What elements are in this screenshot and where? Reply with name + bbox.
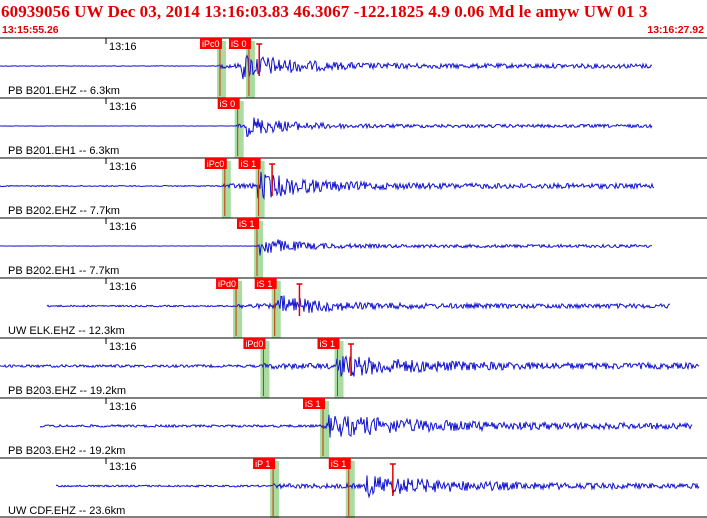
- station-label: PB B203.EH2 -- 19.2km: [8, 445, 125, 457]
- time-tick-label: 13:16: [109, 161, 137, 173]
- event-title: 60939056 UW Dec 03, 2014 13:16:03.83 46.…: [1, 2, 648, 21]
- station-label: PB B201.EH1 -- 6.3km: [8, 145, 119, 157]
- station-label: PB B201.EHZ -- 6.3km: [8, 85, 120, 97]
- pick-band: [320, 401, 329, 458]
- waveform: [0, 355, 700, 377]
- pick-label: iS 1: [319, 339, 335, 349]
- pick-band: [334, 341, 344, 398]
- pick-label: iS 1: [331, 459, 347, 469]
- trace-panel[interactable]: 13:16 iS 0 PB B201.EH1 -- 6.3km: [0, 97, 707, 158]
- station-label: UW CDF.EHZ -- 23.6km: [8, 505, 125, 517]
- waveform: [46, 295, 671, 313]
- time-tick-label: 13:16: [109, 41, 137, 53]
- pick-label: iS 0: [220, 99, 236, 109]
- trace-panel[interactable]: 13:16 iP 1 iS 1 UW CDF.EHZ -- 23.6km: [0, 457, 707, 518]
- waveform: [0, 239, 653, 256]
- pick-label-box[interactable]: [253, 458, 276, 469]
- station-label: UW ELK.EHZ -- 12.3km: [8, 325, 125, 337]
- pick-band: [255, 161, 265, 218]
- station-label: PB B202.EHZ -- 7.7km: [8, 205, 120, 217]
- pick-band: [271, 281, 281, 338]
- pick-label-box[interactable]: [217, 98, 240, 109]
- waveform: [39, 414, 693, 438]
- time-tick-label: 13:16: [109, 461, 137, 473]
- time-tick-label: 13:16: [109, 221, 137, 233]
- trace-panel[interactable]: 13:16 iPd0 iS 1 PB B203.EHZ -- 19.2km: [0, 337, 707, 398]
- waveform: [55, 475, 700, 499]
- pick-label: iS 0: [231, 39, 247, 49]
- pick-label-box[interactable]: [228, 38, 251, 49]
- pick-label-box[interactable]: [254, 278, 277, 289]
- waveform: [0, 54, 653, 80]
- pick-band: [270, 461, 280, 518]
- pick-label: iS 1: [257, 279, 273, 289]
- pick-label-box[interactable]: [238, 158, 261, 169]
- pick-label: iS 1: [239, 219, 255, 229]
- pick-label-box[interactable]: [216, 278, 239, 289]
- pick-label: iS 1: [241, 159, 257, 169]
- trace-panel[interactable]: 13:16 iS 1 PB B203.EH2 -- 19.2km: [0, 397, 707, 458]
- time-tick-label: 13:16: [109, 401, 137, 413]
- pick-band: [234, 101, 244, 158]
- pick-label-box[interactable]: [243, 338, 266, 349]
- pick-band: [221, 161, 231, 218]
- pick-band: [345, 461, 355, 518]
- trace-panel[interactable]: 13:16 iS 1 PB B202.EH1 -- 7.7km: [0, 217, 707, 278]
- window-start-time: 13:15:55.26: [2, 24, 59, 36]
- pick-label-box[interactable]: [236, 218, 259, 229]
- pick-band: [253, 221, 263, 278]
- station-label: PB B202.EH1 -- 7.7km: [8, 265, 119, 277]
- time-tick-label: 13:16: [109, 101, 137, 113]
- pick-label-box[interactable]: [328, 458, 351, 469]
- station-label: PB B203.EHZ -- 19.2km: [8, 385, 126, 397]
- trace-panel[interactable]: 13:16 iPc0 iS 1 PB B202.EHZ -- 7.7km: [0, 157, 707, 218]
- pick-label: iPc0: [207, 159, 225, 169]
- waveform: [0, 171, 655, 200]
- pick-label-box[interactable]: [303, 398, 325, 409]
- pick-label: iPd0: [218, 279, 236, 289]
- time-tick-label: 13:16: [109, 281, 137, 293]
- waveform: [0, 117, 653, 138]
- pick-label: iS 1: [305, 399, 321, 409]
- pick-band: [260, 341, 270, 398]
- trace-panel[interactable]: 13:16 iPc0 iS 0 PB B201.EHZ -- 6.3km: [0, 37, 707, 98]
- pick-label: iP 1: [255, 459, 270, 469]
- trace-panel[interactable]: 13:16 iPd0 iS 1 UW ELK.EHZ -- 12.3km: [0, 277, 707, 338]
- event-header: 60939056 UW Dec 03, 2014 13:16:03.83 46.…: [0, 0, 707, 40]
- window-end-time: 13:16:27.92: [647, 24, 704, 36]
- pick-label-box[interactable]: [317, 338, 340, 349]
- pick-label: iPc0: [202, 39, 220, 49]
- pick-band: [216, 41, 226, 98]
- time-tick-label: 13:16: [109, 341, 137, 353]
- pick-label: iPd0: [245, 339, 263, 349]
- pick-label-box[interactable]: [204, 158, 227, 169]
- pick-band: [233, 281, 243, 338]
- pick-label-box[interactable]: [199, 38, 222, 49]
